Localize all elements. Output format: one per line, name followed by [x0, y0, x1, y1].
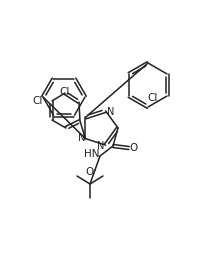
Text: Cl: Cl	[148, 93, 158, 103]
Text: N: N	[107, 107, 114, 117]
Text: N: N	[97, 141, 104, 151]
Text: HN: HN	[84, 149, 100, 159]
Text: Cl: Cl	[60, 87, 70, 97]
Text: N: N	[78, 133, 85, 143]
Text: Cl: Cl	[33, 96, 43, 106]
Text: O: O	[130, 143, 138, 153]
Text: O: O	[86, 167, 94, 177]
